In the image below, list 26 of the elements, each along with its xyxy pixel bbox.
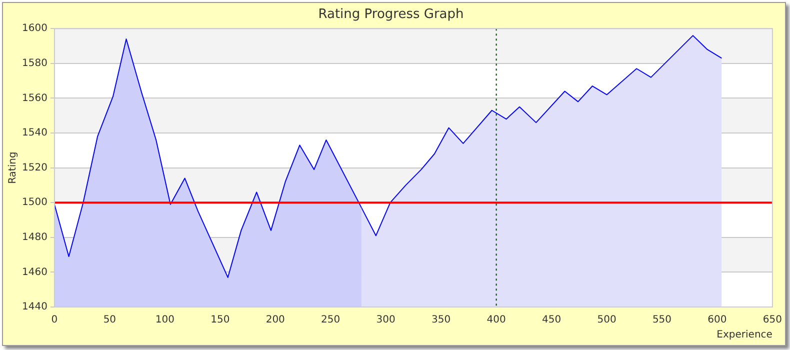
x-tick-label: 400 [486, 314, 506, 326]
y-tick-label: 1480 [22, 232, 48, 243]
x-tick-label: 350 [432, 314, 451, 326]
x-tick-label: 0 [51, 314, 58, 326]
x-tick-label: 650 [762, 314, 782, 326]
x-tick-label: 500 [597, 314, 616, 326]
y-tick-label: 1500 [22, 197, 48, 208]
y-tick-label: 1600 [22, 23, 48, 34]
y-tick-label: 1440 [22, 302, 48, 313]
x-tick-label: 600 [708, 314, 727, 326]
x-tick-label: 100 [155, 314, 174, 326]
x-tick-label: 450 [542, 314, 562, 326]
x-tick-label: 250 [321, 314, 340, 326]
x-tick-label: 150 [210, 314, 230, 326]
y-axis-title: Rating [8, 152, 19, 184]
x-tick-label: 300 [376, 314, 396, 326]
x-tick-label: 200 [266, 314, 285, 326]
x-axis-title: Experience [716, 330, 772, 341]
y-tick-label: 1460 [22, 266, 48, 278]
y-tick-label: 1560 [22, 92, 48, 104]
x-tick-label: 550 [652, 314, 672, 326]
y-tick-label: 1520 [22, 162, 48, 174]
x-tick-label: 50 [103, 314, 116, 326]
y-tick-label: 1580 [22, 58, 48, 69]
chart-title: Rating Progress Graph [318, 7, 464, 22]
y-tick-label: 1540 [22, 128, 48, 139]
